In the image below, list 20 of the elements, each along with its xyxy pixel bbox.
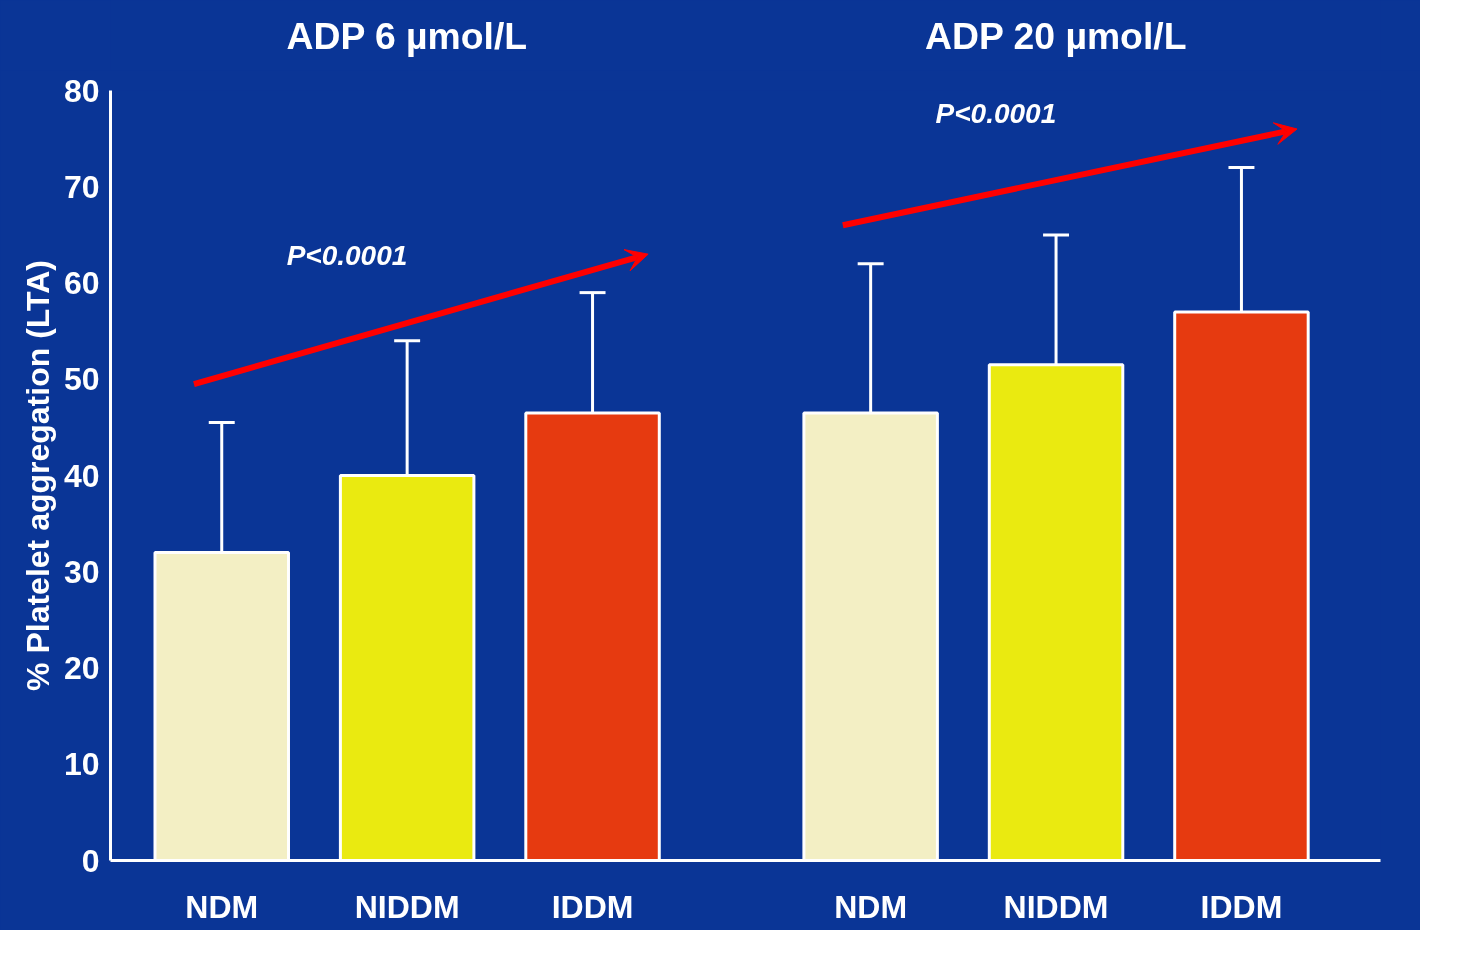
text: ADP 20 µmol/L bbox=[924, 14, 1187, 57]
x-tick-label: NIDDM bbox=[1003, 888, 1109, 925]
x-tick-label: IDDM bbox=[1200, 888, 1283, 925]
y-tick-label: 40 bbox=[63, 457, 100, 494]
y-tick-label: 50 bbox=[63, 361, 100, 398]
y-tick-label: 60 bbox=[63, 265, 100, 301]
x-tick-label: IDDM bbox=[551, 888, 634, 925]
x-tick-label: NDM bbox=[185, 888, 259, 925]
annotation: P<0.0001 bbox=[286, 239, 408, 271]
text: ADP 6 µmol/L bbox=[286, 14, 528, 57]
y-tick-label: 0 bbox=[81, 842, 100, 879]
y-tick-label: 30 bbox=[63, 553, 100, 590]
y-axis-title: % Platelet aggregation (LTA) bbox=[19, 260, 56, 691]
y-tick-label: 70 bbox=[63, 168, 100, 205]
x-tick-label: NDM bbox=[834, 888, 908, 925]
y-tick-label: 20 bbox=[63, 650, 100, 686]
x-tick-label: NIDDM bbox=[354, 888, 460, 925]
y-tick-label: 10 bbox=[63, 746, 100, 783]
y-tick-label: 80 bbox=[63, 72, 100, 109]
annotation: P<0.0001 bbox=[935, 98, 1057, 129]
